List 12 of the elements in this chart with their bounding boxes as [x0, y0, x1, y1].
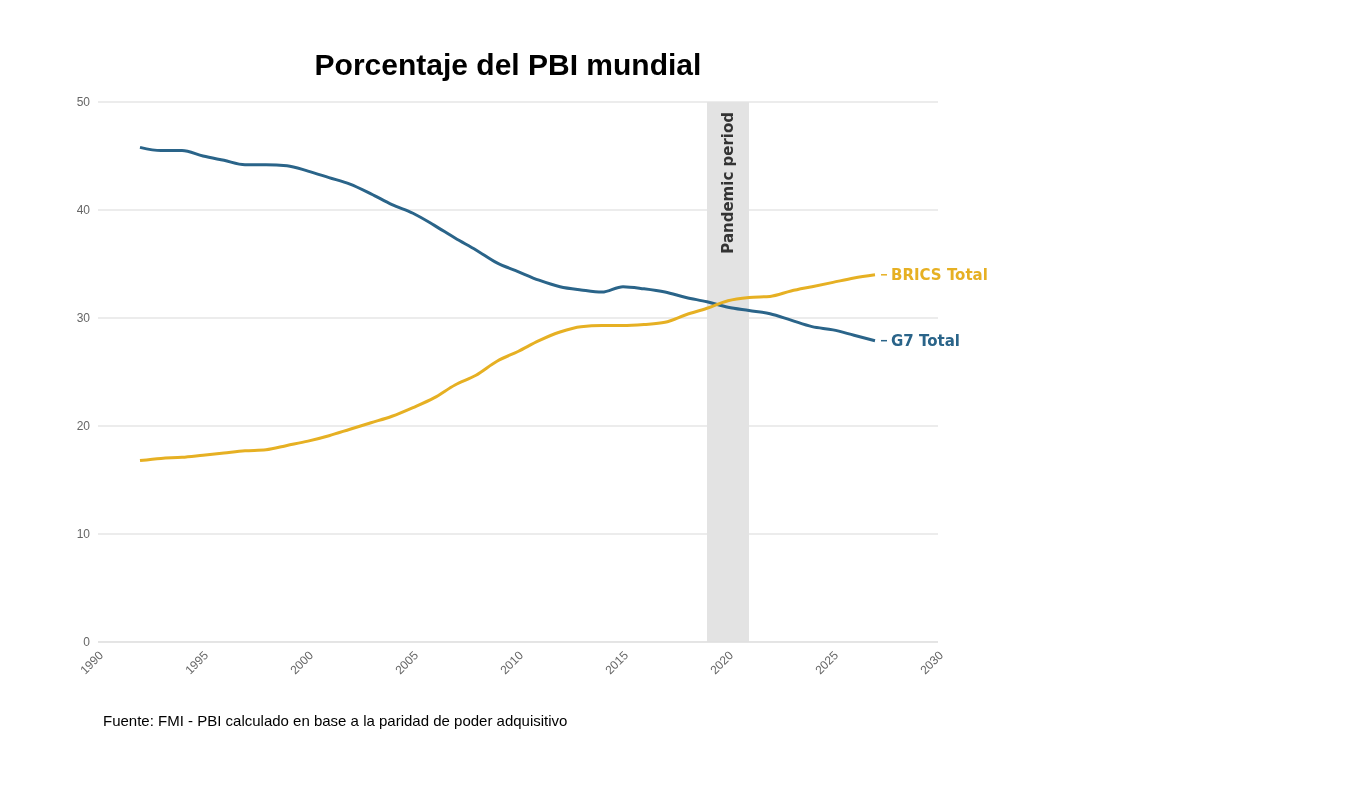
y-tick-label: 50: [76, 95, 91, 110]
source-note: Fuente: FMI - PBI calculado en base a la paridad de poder adquisitivo: [103, 712, 569, 729]
y-tick-label: 40: [76, 203, 91, 218]
legend-label: BRICS Total: [891, 265, 988, 284]
y-tick-label: 30: [76, 311, 91, 326]
y-tick-label: 20: [76, 419, 91, 434]
line-series: [138, 273, 877, 463]
y-tick-label: 0: [83, 635, 91, 650]
band-label: Pandemic period: [719, 112, 737, 254]
legend-label: G7 Total: [891, 331, 960, 350]
y-tick-label: 10: [76, 527, 91, 542]
chart-title: Porcentaje del PBI mundial: [313, 47, 703, 82]
